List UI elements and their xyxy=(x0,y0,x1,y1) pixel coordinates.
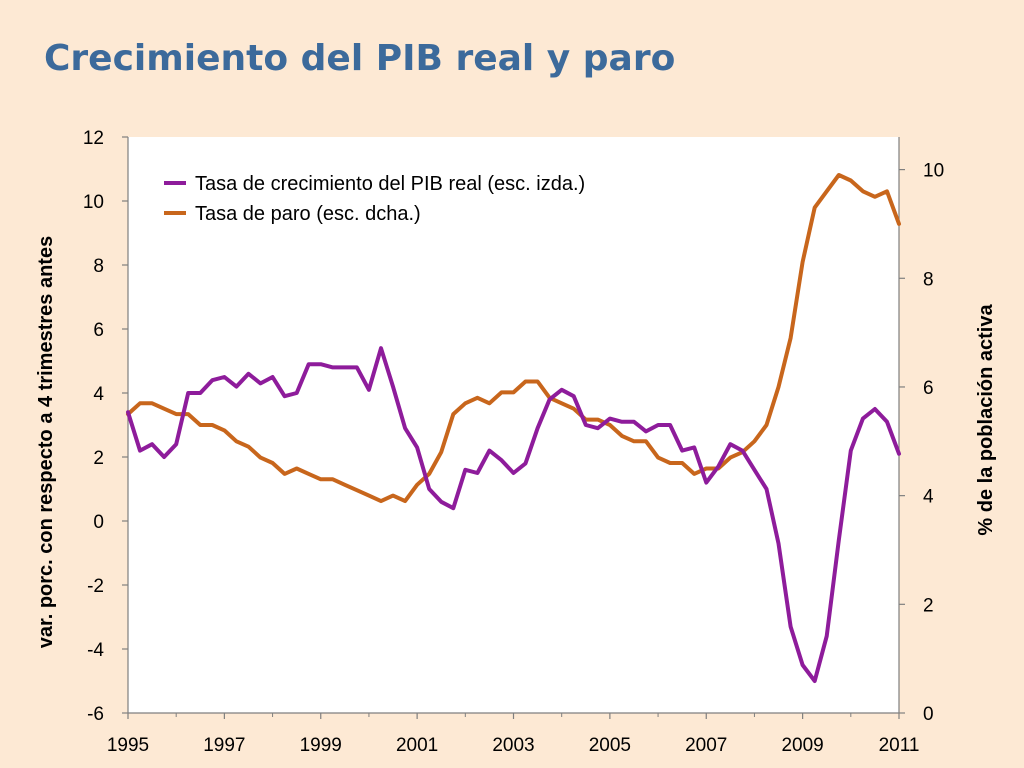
left-tick-label: 0 xyxy=(93,512,104,533)
plot-area xyxy=(128,137,899,713)
x-tick-label: 2009 xyxy=(781,735,823,756)
left-tick-label: 10 xyxy=(83,192,104,213)
left-tick-label: 4 xyxy=(93,384,104,405)
x-tick-label: 1999 xyxy=(300,735,342,756)
x-tick-label: 2011 xyxy=(879,735,920,756)
x-tick-label: 2005 xyxy=(589,735,631,756)
legend-label: Tasa de crecimiento del PIB real (esc. i… xyxy=(195,173,585,195)
right-tick-label: 4 xyxy=(923,487,934,508)
left-tick-label: -4 xyxy=(87,640,104,661)
left-y-axis: -6 -4 -2 0 2 4 6 8 10 12 xyxy=(83,128,129,725)
right-tick-label: 6 xyxy=(923,378,934,399)
left-tick-label: 12 xyxy=(83,128,104,149)
right-y-axis: 0 2 4 6 8 10 xyxy=(898,137,944,725)
legend-label: Tasa de paro (esc. dcha.) xyxy=(195,203,421,225)
left-tick-label: -2 xyxy=(87,576,104,597)
gdp-growth-line xyxy=(126,346,901,683)
left-tick-label: 6 xyxy=(93,320,104,341)
right-tick-label: 0 xyxy=(923,704,934,725)
left-tick-label: 2 xyxy=(93,448,104,469)
x-tick-label: 2007 xyxy=(685,735,727,756)
x-axis: 1995 1997 1999 2001 2003 2005 2007 2009 2011 xyxy=(107,712,920,756)
right-tick-label: 8 xyxy=(923,269,934,290)
x-tick-label: 1995 xyxy=(107,735,149,756)
unemployment-line xyxy=(126,173,901,504)
left-axis-title: var. porc. con respecto a 4 trimestres a… xyxy=(35,236,57,648)
slide-title: Crecimiento del PIB real y paro xyxy=(44,38,676,79)
x-tick-label: 2003 xyxy=(492,735,534,756)
left-tick-label: -6 xyxy=(87,704,104,725)
series-group xyxy=(126,173,901,683)
legend: Tasa de crecimiento del PIB real (esc. i… xyxy=(164,173,585,225)
right-axis-title: % de la población activa xyxy=(975,304,997,536)
left-tick-label: 8 xyxy=(93,256,104,277)
x-tick-label: 1997 xyxy=(203,735,245,756)
right-tick-label: 10 xyxy=(923,161,944,182)
x-tick-label: 2001 xyxy=(396,735,438,756)
right-tick-label: 2 xyxy=(923,595,934,616)
